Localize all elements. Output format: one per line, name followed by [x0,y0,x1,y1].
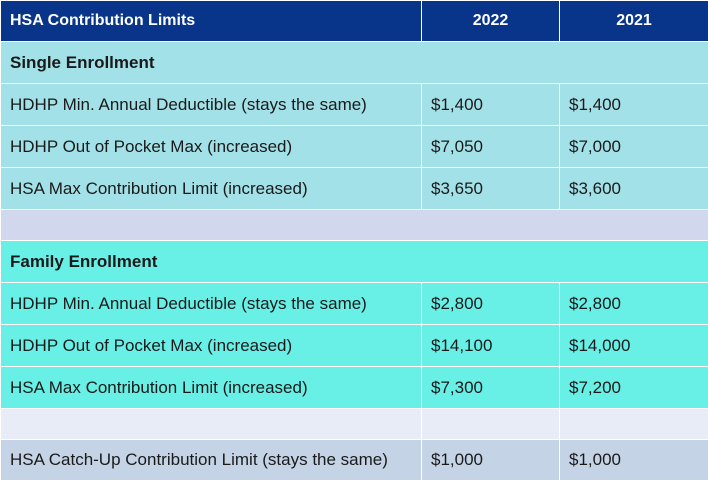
column-header-2021: 2021 [559,0,708,42]
table-row: HSA Max Contribution Limit (increased) $… [0,167,708,210]
value-2021: $7,000 [559,125,708,168]
value-2021: $14,000 [559,324,708,367]
spacer-cell [559,408,708,440]
value-2022: $1,000 [421,439,560,481]
spacer-row [0,408,708,440]
table-row: HDHP Out of Pocket Max (increased) $7,05… [0,125,708,168]
table-row: HSA Max Contribution Limit (increased) $… [0,366,708,409]
spacer-cell [421,408,560,440]
spacer-cell [0,209,708,241]
table-row: HDHP Min. Annual Deductible (stays the s… [0,83,708,126]
header-row: HSA Contribution Limits 2022 2021 [0,0,708,42]
single-enrollment-heading: Single Enrollment [0,41,708,84]
value-2021: $2,800 [559,282,708,325]
value-2021: $3,600 [559,167,708,210]
table-title: HSA Contribution Limits [0,0,422,42]
row-label: HSA Catch-Up Contribution Limit (stays t… [0,439,422,481]
value-2022: $2,800 [421,282,560,325]
family-enrollment-heading: Family Enrollment [0,240,708,283]
value-2021: $1,400 [559,83,708,126]
section-heading-single: Single Enrollment [0,41,708,84]
spacer-cell [0,408,422,440]
row-label: HSA Max Contribution Limit (increased) [0,366,422,409]
section-heading-family: Family Enrollment [0,240,708,283]
value-2022: $7,050 [421,125,560,168]
row-label: HDHP Min. Annual Deductible (stays the s… [0,282,422,325]
column-header-2022: 2022 [421,0,560,42]
table-row: HDHP Out of Pocket Max (increased) $14,1… [0,324,708,367]
row-label: HSA Max Contribution Limit (increased) [0,167,422,210]
table-row-catchup: HSA Catch-Up Contribution Limit (stays t… [0,439,708,481]
row-label: HDHP Out of Pocket Max (increased) [0,324,422,367]
spacer-row [0,209,708,241]
table-row: HDHP Min. Annual Deductible (stays the s… [0,282,708,325]
value-2021: $1,000 [559,439,708,481]
row-label: HDHP Min. Annual Deductible (stays the s… [0,83,422,126]
value-2021: $7,200 [559,366,708,409]
value-2022: $3,650 [421,167,560,210]
value-2022: $14,100 [421,324,560,367]
value-2022: $7,300 [421,366,560,409]
value-2022: $1,400 [421,83,560,126]
row-label: HDHP Out of Pocket Max (increased) [0,125,422,168]
